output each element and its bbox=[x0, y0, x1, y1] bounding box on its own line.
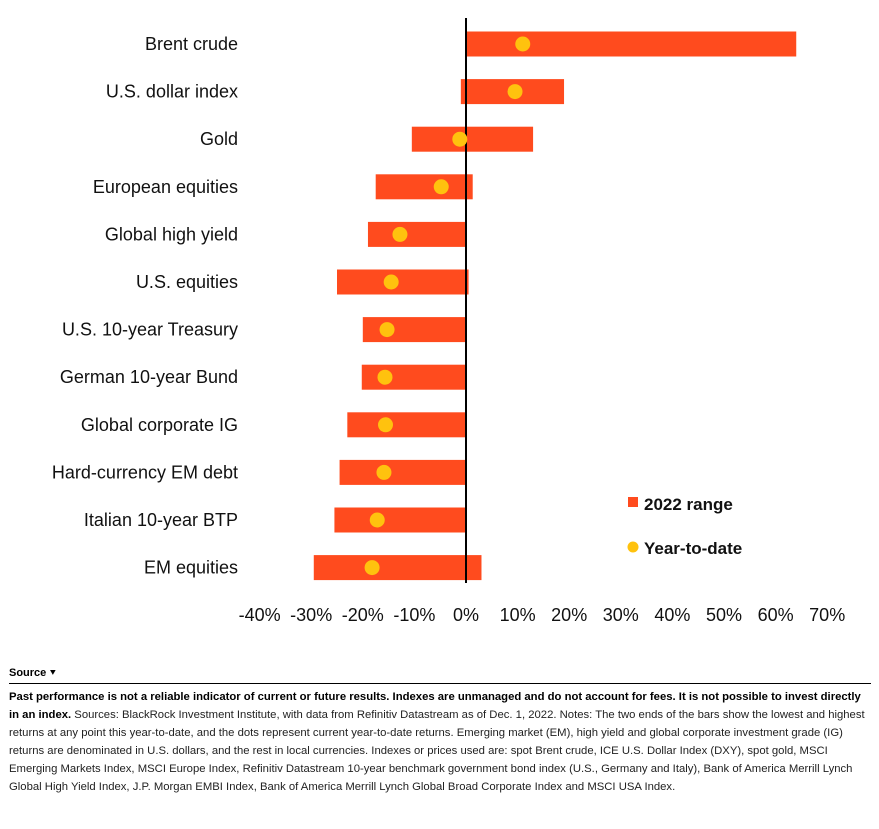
range-bar bbox=[337, 269, 469, 295]
x-tick-label: 30% bbox=[603, 605, 639, 625]
category-label: U.S. equities bbox=[136, 272, 238, 292]
ytd-dot bbox=[515, 36, 531, 52]
legend-range-swatch bbox=[628, 497, 638, 507]
legend-ytd-swatch bbox=[627, 541, 639, 553]
range-bars bbox=[313, 31, 797, 581]
category-label: Brent crude bbox=[145, 34, 238, 54]
ytd-dots bbox=[364, 36, 531, 576]
source-notes-text: Sources: BlackRock Investment Institute,… bbox=[9, 709, 865, 793]
category-label: Hard-currency EM debt bbox=[52, 462, 238, 482]
x-tick-label: -10% bbox=[393, 605, 435, 625]
category-label: Italian 10-year BTP bbox=[84, 510, 238, 530]
ytd-dot bbox=[376, 464, 392, 480]
category-label: U.S. 10-year Treasury bbox=[62, 320, 238, 340]
x-tick-label: 0% bbox=[453, 605, 479, 625]
x-tick-label: 10% bbox=[500, 605, 536, 625]
ytd-dot bbox=[507, 84, 523, 100]
source-notes: Past performance is not a reliable indic… bbox=[9, 688, 871, 796]
ytd-dot bbox=[378, 417, 394, 433]
ytd-dot bbox=[433, 179, 449, 195]
source-section: Source ⯆ Past performance is not a relia… bbox=[9, 667, 871, 796]
ytd-dot bbox=[369, 512, 385, 528]
x-tick-label: 40% bbox=[654, 605, 690, 625]
x-tick-label: 20% bbox=[551, 605, 587, 625]
category-label: European equities bbox=[93, 177, 238, 197]
range-bar bbox=[313, 555, 482, 581]
ytd-dot bbox=[364, 560, 380, 576]
chevron-double-down-icon: ⯆ bbox=[49, 667, 57, 678]
range-bar bbox=[375, 174, 473, 200]
x-tick-label: 50% bbox=[706, 605, 742, 625]
disclaimer-text: Past performance is not a reliable indic… bbox=[9, 691, 861, 721]
x-tick-label: 60% bbox=[758, 605, 794, 625]
ytd-dot bbox=[377, 369, 393, 385]
source-heading: Source bbox=[9, 667, 47, 679]
range-bar bbox=[361, 364, 466, 390]
range-bar bbox=[339, 459, 466, 485]
category-label: U.S. dollar index bbox=[106, 82, 238, 102]
range-bar bbox=[367, 221, 466, 247]
category-labels: Brent crude U.S. dollar index Gold European… bbox=[52, 34, 238, 578]
range-bar bbox=[411, 126, 534, 152]
x-tick-label: -20% bbox=[342, 605, 384, 625]
x-tick-label: -40% bbox=[239, 605, 281, 625]
range-bar bbox=[334, 507, 466, 533]
ytd-dot bbox=[392, 226, 408, 242]
ytd-dot bbox=[379, 322, 395, 338]
ytd-dot bbox=[452, 131, 468, 147]
range-bar bbox=[347, 412, 466, 438]
category-label: German 10-year Bund bbox=[60, 367, 238, 387]
category-label: Global corporate IG bbox=[81, 415, 238, 435]
legend: 2022 range Year-to-date bbox=[627, 495, 742, 558]
ytd-dot bbox=[383, 274, 399, 290]
x-tick-label: -30% bbox=[290, 605, 332, 625]
category-label: EM equities bbox=[144, 558, 238, 578]
source-toggle[interactable]: Source ⯆ bbox=[9, 667, 871, 684]
range-chart: Brent crude U.S. dollar index Gold European… bbox=[52, 18, 846, 625]
x-tick-labels: -40% -30% -20% -10% 0% 10% 20% 30% 40% 50% 60% 70% bbox=[239, 605, 846, 625]
legend-ytd-label: Year-to-date bbox=[644, 539, 742, 558]
category-label: Gold bbox=[200, 129, 238, 149]
legend-range-label: 2022 range bbox=[644, 495, 733, 514]
range-bar bbox=[362, 317, 466, 343]
x-tick-label: 70% bbox=[809, 605, 845, 625]
category-label: Global high yield bbox=[105, 224, 238, 244]
